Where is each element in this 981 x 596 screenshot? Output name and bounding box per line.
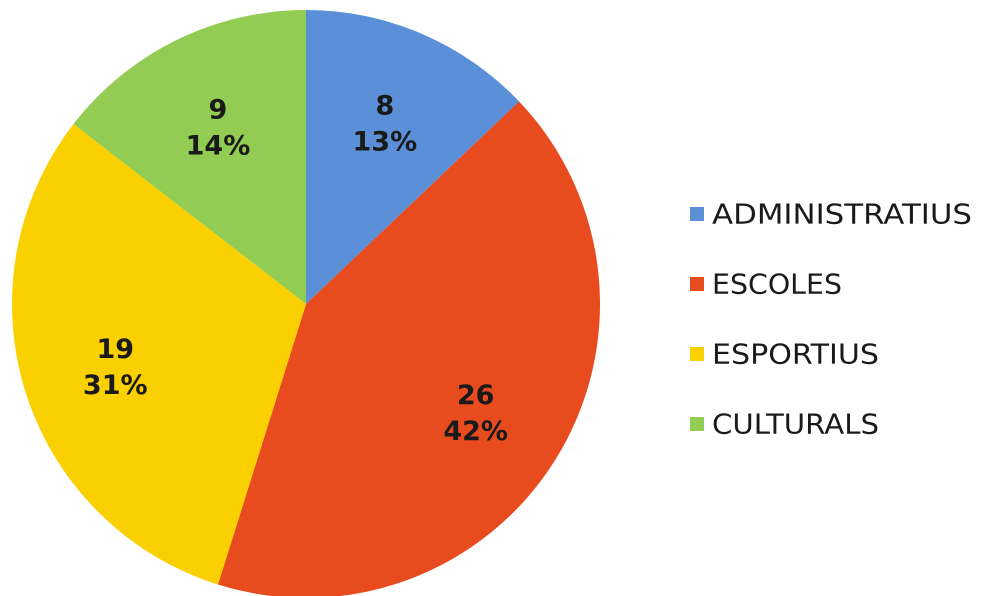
legend-swatch-esportius [690,347,704,361]
slice-value-label-escoles: 26 [457,380,495,411]
slice-percent-label-esportius: 31% [83,370,148,401]
pie-slice-escoles [217,101,600,596]
legend-swatch-escoles [690,277,704,291]
slice-value-label-administratius: 8 [375,90,394,121]
legend-label-escoles: ESCOLES [712,268,842,301]
legend-item-esportius: ESPORTIUS [690,338,879,371]
pie-slice-culturals [73,10,306,304]
legend-item-escoles: ESCOLES [690,268,842,301]
legend: ADMINISTRATIUS ESCOLES ESPORTIUS CULTURALS [690,198,972,441]
slice-percent-label-escoles: 42% [443,416,508,447]
legend-item-administratius: ADMINISTRATIUS [690,198,972,231]
legend-item-culturals: CULTURALS [690,408,879,441]
legend-label-administratius: ADMINISTRATIUS [712,198,972,231]
legend-label-esportius: ESPORTIUS [712,338,879,371]
pie-slice-administratius [306,10,520,304]
pie-slices [11,10,600,596]
slice-value-label-culturals: 9 [209,95,228,126]
legend-swatch-administratius [690,207,704,221]
legend-label-culturals: CULTURALS [712,408,879,441]
slice-percent-label-culturals: 14% [186,131,251,162]
slice-value-label-esportius: 19 [96,334,134,365]
legend-swatch-culturals [690,417,704,431]
slice-labels: 8 13% 26 42% 19 31% 9 14% [83,90,508,446]
slice-percent-label-administratius: 13% [353,126,418,157]
pie-slice-esportius [11,124,307,585]
